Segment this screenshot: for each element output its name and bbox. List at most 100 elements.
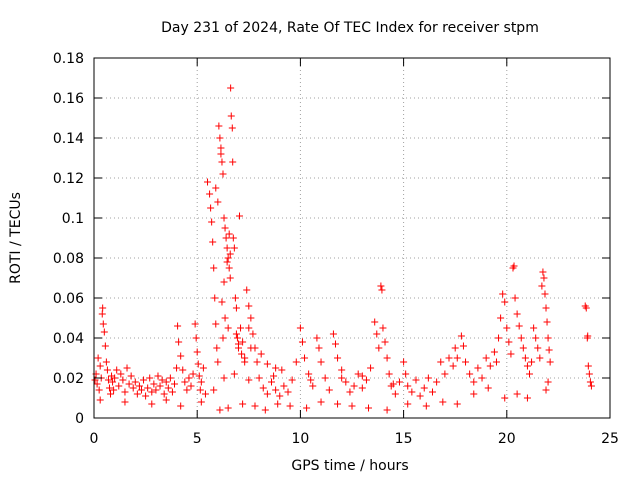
data-point — [338, 374, 346, 382]
data-point — [284, 388, 292, 396]
x-tick-label: 10 — [291, 431, 309, 447]
x-tick-label: 15 — [395, 431, 413, 447]
data-point — [121, 388, 129, 396]
data-point — [218, 158, 226, 166]
y-tick-label: 0.14 — [53, 131, 84, 147]
data-point — [94, 354, 102, 362]
data-point — [230, 244, 238, 252]
data-point — [428, 388, 436, 396]
y-tick-label: 0.16 — [53, 91, 84, 107]
data-point — [100, 328, 108, 336]
data-point — [206, 190, 214, 198]
data-point — [470, 390, 478, 398]
data-point — [523, 394, 531, 402]
data-point — [103, 366, 111, 374]
data-point — [133, 390, 141, 398]
data-point — [220, 278, 228, 286]
data-point — [389, 380, 397, 388]
data-point — [232, 304, 240, 312]
data-point — [334, 354, 342, 362]
data-point — [517, 334, 525, 342]
data-point — [542, 386, 550, 394]
y-tick-label: 0.12 — [53, 171, 84, 187]
data-point — [540, 274, 548, 282]
data-point — [99, 320, 107, 328]
data-point — [317, 398, 325, 406]
data-point — [272, 364, 280, 372]
data-point — [490, 348, 498, 356]
data-point — [217, 144, 225, 152]
data-point — [515, 322, 523, 330]
data-point — [383, 406, 391, 414]
data-point — [373, 330, 381, 338]
data-point — [214, 358, 222, 366]
data-point — [227, 84, 235, 92]
data-point — [212, 184, 220, 192]
y-tick-label: 0.08 — [53, 251, 84, 267]
data-point — [162, 396, 170, 404]
data-point — [101, 342, 109, 350]
data-point — [334, 400, 342, 408]
data-point — [197, 378, 205, 386]
data-point — [251, 402, 259, 410]
y-tick-label: 0 — [75, 411, 84, 427]
data-point — [218, 298, 226, 306]
data-point — [416, 392, 424, 400]
data-point — [131, 378, 139, 386]
data-point — [152, 386, 160, 394]
data-point — [453, 354, 461, 362]
data-point — [215, 122, 223, 130]
data-point — [408, 388, 416, 396]
data-point — [541, 290, 549, 298]
data-point — [257, 350, 265, 358]
data-point — [457, 332, 465, 340]
data-point — [451, 344, 459, 352]
data-point — [482, 354, 490, 362]
data-point — [513, 390, 521, 398]
data-point — [263, 360, 271, 368]
data-point — [197, 398, 205, 406]
data-point — [379, 324, 387, 332]
data-point — [586, 378, 594, 386]
data-point — [365, 404, 373, 412]
data-point — [104, 376, 112, 384]
data-point — [584, 332, 592, 340]
y-tick-label: 0.18 — [53, 51, 84, 67]
data-point — [245, 302, 253, 310]
data-point — [495, 334, 503, 342]
data-point — [261, 406, 269, 414]
data-point — [404, 382, 412, 390]
data-point — [110, 386, 118, 394]
data-point — [195, 372, 203, 380]
data-point — [470, 378, 478, 386]
data-point — [98, 310, 106, 318]
data-point — [400, 358, 408, 366]
data-point — [544, 334, 552, 342]
data-point — [208, 218, 216, 226]
data-point — [381, 338, 389, 346]
data-point — [187, 382, 195, 390]
data-point — [107, 390, 115, 398]
data-point — [189, 370, 197, 378]
data-point — [137, 386, 145, 394]
data-point — [270, 372, 278, 380]
data-point — [255, 374, 263, 382]
data-point — [109, 378, 117, 386]
data-point — [329, 330, 337, 338]
x-tick-label: 5 — [193, 431, 202, 447]
data-point — [166, 374, 174, 382]
data-point — [224, 324, 232, 332]
data-point — [158, 376, 166, 384]
data-point — [354, 370, 362, 378]
data-point — [462, 358, 470, 366]
data-point — [507, 350, 515, 358]
data-point — [193, 348, 201, 356]
y-axis-label: ROTI / TECUs — [8, 192, 24, 284]
y-tick-label: 0.04 — [53, 331, 84, 347]
data-point — [584, 362, 592, 370]
data-point — [105, 384, 113, 392]
data-point — [459, 342, 467, 350]
data-point — [183, 386, 191, 394]
data-point — [543, 318, 551, 326]
data-point — [519, 344, 527, 352]
